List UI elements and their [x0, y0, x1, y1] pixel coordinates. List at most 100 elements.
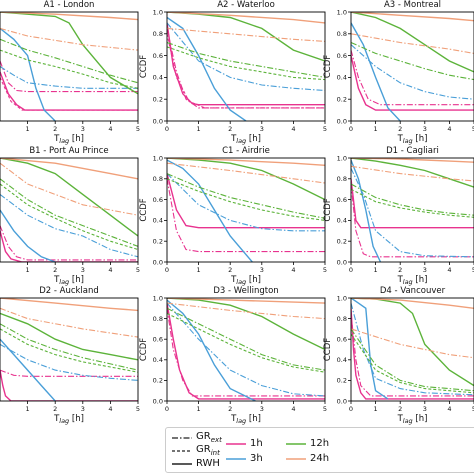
panel-d4-vancouver-xtick-label: 2 [398, 405, 402, 413]
series-line-12h-rwh [351, 158, 474, 188]
series-line-1h-gr-ext [351, 183, 474, 258]
series-line-1h-gr-ext [0, 225, 138, 261]
panel-d2-auckland-xtick-label: 2 [53, 405, 57, 413]
series-line-24h-gr-ext [351, 328, 474, 359]
panel-a1-london-frame [0, 11, 139, 122]
panel-d3-wellington-ytick-label: 0.6 [153, 336, 163, 344]
series-line-3h-gr-ext [167, 302, 325, 397]
panel-c1-airdrie-xtick-label: 2 [228, 266, 232, 274]
panel-d1-cagliari-ytick-label: 1.0 [337, 154, 347, 162]
series-line-12h-rwh [167, 12, 325, 62]
panel-d4-vancouver-xtick-label: 4 [447, 405, 451, 413]
series-line-24h-gr-ext [0, 307, 138, 338]
legend-label-1h: 1h [250, 438, 263, 449]
panel-a3-montreal-lines [351, 12, 474, 121]
panel-a2-waterloo-title: A2 - Waterloo [217, 0, 275, 10]
panel-a2-waterloo-xtick-label: 4 [291, 125, 295, 133]
panel-d1-cagliari-ylabel: CCDF [323, 198, 333, 221]
legend-item-gr-int: GRint [172, 444, 220, 457]
panel-d4-vancouver-ytick-label: 1.0 [337, 294, 347, 302]
panel-c1-airdrie-ytick-label: 1.0 [153, 154, 163, 162]
series-line-3h-rwh [351, 298, 389, 400]
panel-a3-montreal-ylabel: CCDF [323, 55, 333, 78]
series-line-12h-gr-int [167, 178, 325, 221]
legend-1h-line-icon [226, 442, 246, 445]
series-line-3h-rwh [0, 27, 56, 121]
series-line-24h-rwh [351, 12, 474, 22]
panel-b1-port-au-prince-xtick-label: 1 [26, 266, 30, 274]
panel-a2-waterloo-xtick-label: 3 [260, 125, 264, 133]
series-line-1h-rwh [351, 178, 474, 229]
series-line-1h-gr-ext [351, 49, 474, 106]
panel-a1-london-xtick-label: 1 [26, 125, 30, 133]
series-line-12h-rwh [0, 312, 138, 361]
panel-d4-vancouver-xtick-label: 3 [423, 405, 427, 413]
panel-d1-cagliari-ytick-label: 0.8 [337, 175, 347, 183]
panel-c1-airdrie-ytick-label: 0.0 [153, 258, 163, 266]
panel-b1-port-au-prince-xtick-label: 2 [53, 266, 57, 274]
series-line-24h-gr-ext [167, 162, 325, 184]
panel-a1-london-xtick-label: 3 [81, 125, 85, 133]
series-line-3h-gr-ext [351, 302, 474, 396]
panel-a3-montreal-frame [350, 11, 474, 122]
panel-a3-montreal-xtick-label: 2 [398, 125, 402, 133]
panel-a1-london: A1 - London 1 2 3 4 5 Tlag [h] [0, 0, 140, 145]
legend-item-rwh: RWH [172, 457, 220, 470]
panel-b1-port-au-prince-xlabel: Tlag [h] [53, 275, 84, 286]
panel-a2-waterloo-ytick-label: 1.0 [153, 8, 163, 16]
panel-d3-wellington-ytick-label: 0.4 [153, 356, 163, 364]
series-line-12h-rwh [0, 12, 138, 95]
panel-d2-auckland-xtick-label: 3 [81, 405, 85, 413]
panel-d4-vancouver-title: D4 - Vancouver [380, 286, 446, 296]
panel-d2-auckland: D2 - Auckland 1 2 3 4 5 Tlag [h] [0, 286, 140, 425]
legend-label-12h: 12h [310, 438, 330, 449]
panel-d4-vancouver-xtick-label: 0 [349, 405, 353, 413]
series-line-3h-rwh [167, 16, 247, 121]
legend-label-24h: 24h [310, 453, 330, 464]
series-line-12h-gr-ext [351, 183, 474, 216]
series-line-24h-rwh [0, 298, 138, 312]
series-line-3h-rwh [0, 209, 56, 262]
series-line-3h-gr-ext [0, 66, 138, 89]
legend-item-3h: 3h [226, 452, 263, 465]
panel-a3-montreal-xtick-label: 1 [374, 125, 378, 133]
panel-a3-montreal-xtick-label: 3 [423, 125, 427, 133]
series-line-3h-rwh [0, 338, 56, 401]
legend-item-gr-ext: GRext [172, 431, 222, 444]
panel-c1-airdrie-xtick-label: 3 [260, 266, 264, 274]
panel-d4-vancouver-lines [351, 298, 474, 400]
series-line-3h-gr-ext [351, 168, 474, 258]
panel-a3-montreal-title: A3 - Montreal [384, 0, 441, 10]
series-line-12h-rwh [351, 298, 474, 387]
panel-d4-vancouver: D4 - Vancouver 0 1 2 3 4 5 0.0 0.2 0.4 0.6 0.8 1.0 Tl… [323, 286, 474, 425]
panel-a1-london-title: A1 - London [44, 0, 95, 10]
series-line-24h-rwh [167, 12, 325, 24]
series-line-24h-rwh [167, 298, 325, 304]
panel-a3-montreal-ytick-label: 0.6 [337, 52, 347, 60]
panel-d1-cagliari-ytick-label: 0.0 [337, 258, 347, 266]
panel-d1-cagliari-xtick-label: 2 [398, 266, 402, 274]
panel-d2-auckland-lines [0, 298, 138, 401]
series-line-12h-gr-int [0, 328, 138, 373]
panel-d1-cagliari-lines [351, 158, 474, 262]
series-line-1h-gr-ext [0, 369, 138, 377]
panel-b1-port-au-prince-frame [0, 157, 139, 263]
panel-c1-airdrie-lines [167, 158, 325, 262]
panel-d4-vancouver-frame [350, 297, 474, 402]
panel-c1-airdrie-xtick-label: 1 [197, 266, 201, 274]
series-line-24h-rwh [167, 158, 325, 166]
series-line-12h-gr-int [0, 183, 138, 251]
panel-d1-cagliari-xtick-label: 0 [349, 266, 353, 274]
panel-d3-wellington-lines [167, 298, 325, 401]
series-line-1h-rwh [351, 308, 474, 400]
panel-c1-airdrie-ytick-label: 0.8 [153, 175, 163, 183]
legend-item-1h: 1h [226, 437, 263, 450]
panel-c1-airdrie-title: C1 - Airdrie [222, 146, 270, 156]
panel-d1-cagliari-frame [350, 157, 474, 263]
panel-a1-london-xtick-label: 5 [136, 125, 140, 133]
legend-solid-line-icon [172, 462, 192, 465]
series-line-1h-gr-ext [167, 308, 325, 397]
panel-d4-vancouver-xtick-label: 5 [472, 405, 474, 413]
panel-d3-wellington: D3 - Wellington 0 1 2 3 4 5 0.0 0.2 0.4 0.6 0.8 1.0 T… [139, 286, 327, 425]
panel-a2-waterloo-xlabel: Tlag [h] [230, 134, 261, 145]
